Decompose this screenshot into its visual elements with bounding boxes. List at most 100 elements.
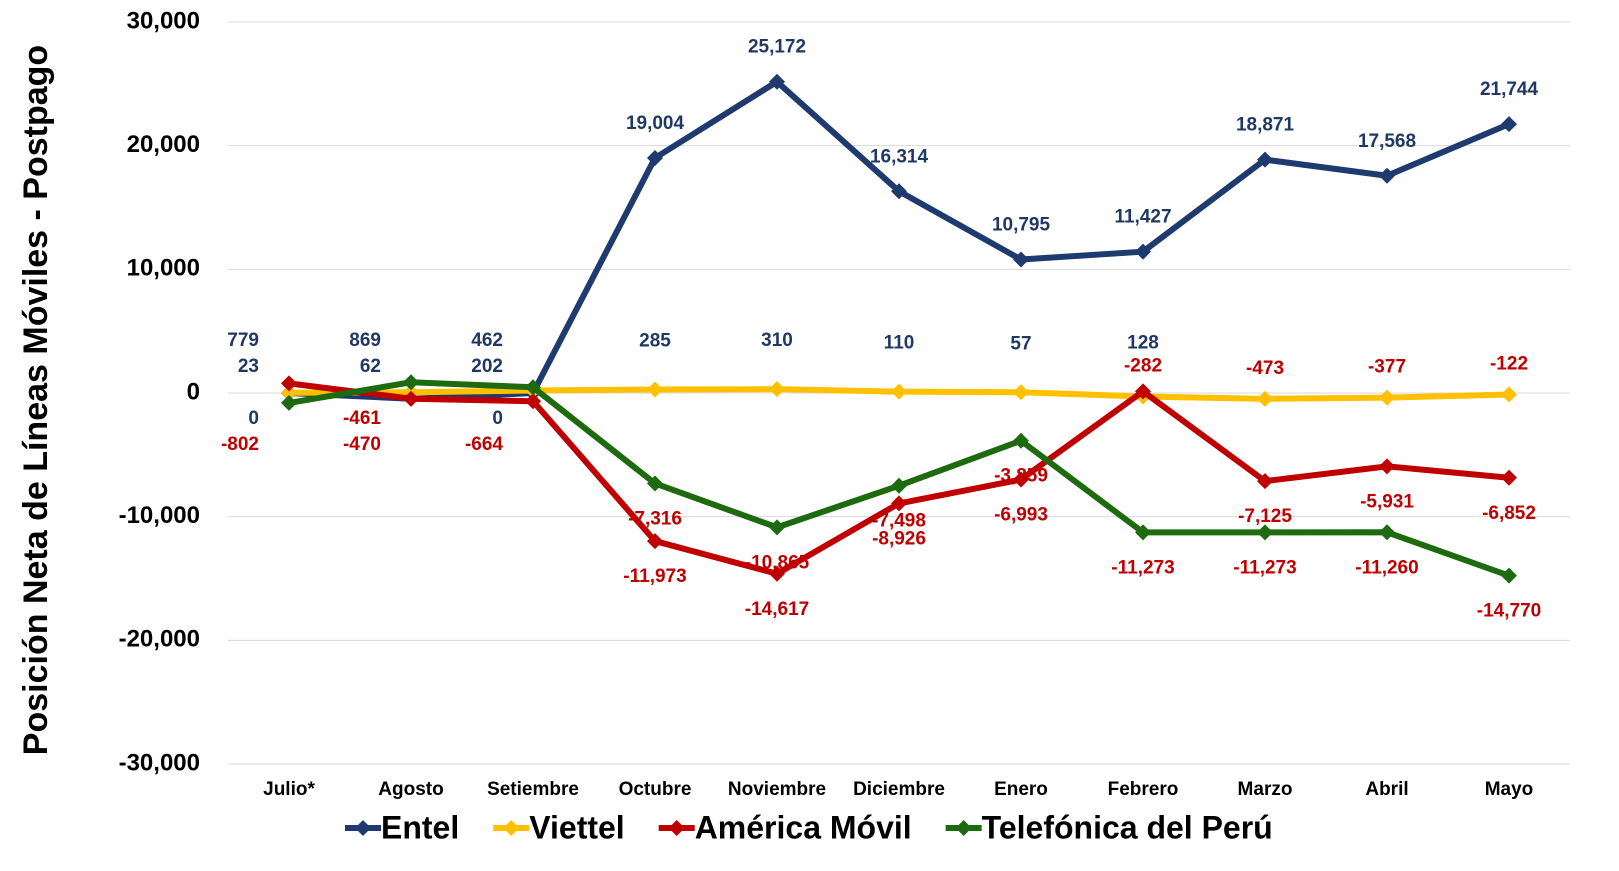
data-label: 110	[884, 333, 915, 354]
data-label: -14,617	[745, 599, 809, 620]
x-tick-label: Diciembre	[853, 779, 945, 800]
data-label: -802	[221, 434, 259, 455]
data-label: -122	[1490, 354, 1528, 375]
data-label: 310	[761, 330, 793, 351]
data-label: -7,316	[628, 508, 682, 529]
marker	[1379, 458, 1395, 475]
marker	[1135, 243, 1151, 260]
data-label: -6,993	[994, 504, 1048, 525]
marker	[1013, 471, 1029, 488]
x-tick-label: Abril	[1365, 779, 1408, 800]
data-label: 202	[471, 356, 503, 377]
y-tick-label: 30,000	[127, 7, 200, 34]
marker	[769, 381, 785, 398]
x-tick-label: Octubre	[619, 779, 692, 800]
marker	[891, 183, 907, 200]
marker	[525, 379, 541, 396]
data-label: 285	[639, 330, 671, 351]
data-label: -282	[1124, 356, 1162, 377]
marker	[1379, 524, 1395, 541]
marker	[769, 519, 785, 536]
marker	[1501, 469, 1517, 486]
x-tick-label: Noviembre	[728, 779, 826, 800]
marker	[1501, 567, 1517, 584]
data-label: -664	[465, 434, 503, 455]
data-label: -11,273	[1233, 557, 1296, 578]
data-label: -7,125	[1238, 506, 1292, 527]
data-label: 869	[349, 330, 381, 351]
marker	[403, 374, 419, 391]
data-label: 18,871	[1236, 115, 1295, 136]
marker	[891, 383, 907, 400]
marker	[1379, 167, 1395, 184]
marker	[891, 477, 907, 494]
data-label: 128	[1127, 332, 1159, 353]
marker	[1135, 383, 1151, 400]
data-label: -6,852	[1482, 503, 1536, 524]
marker	[891, 495, 907, 512]
legend-marker	[955, 820, 972, 836]
marker	[403, 390, 419, 407]
y-tick-label: -30,000	[119, 749, 200, 776]
marker	[281, 375, 297, 392]
marker	[1501, 386, 1517, 403]
marker	[647, 149, 663, 166]
data-label: -3,859	[994, 466, 1048, 487]
data-label: 25,172	[748, 37, 806, 58]
data-label: 10,795	[992, 215, 1051, 236]
data-label: -7,498	[872, 511, 926, 532]
data-label: -8,926	[872, 528, 926, 549]
data-label: 11,427	[1114, 207, 1171, 228]
marker	[1257, 473, 1273, 490]
data-label: 57	[1010, 333, 1031, 354]
y-tick-label: -20,000	[119, 626, 200, 653]
data-label: 19,004	[626, 113, 685, 134]
x-tick-label: Julio*	[263, 779, 315, 800]
marker	[1379, 389, 1395, 406]
y-axis-title: Posición Neta de Líneas Móviles - Postpa…	[17, 45, 55, 755]
legend-marker	[355, 820, 371, 836]
data-label: 23	[238, 356, 259, 377]
data-label: -10,865	[745, 552, 810, 573]
data-label: 0	[492, 408, 503, 429]
marker	[647, 533, 663, 550]
x-tick-label: Enero	[994, 779, 1048, 800]
legend-label: Entel	[381, 809, 459, 845]
y-tick-label: -10,000	[119, 502, 200, 529]
data-label: -11,973	[623, 566, 686, 587]
data-label: 462	[471, 330, 503, 351]
data-label: -461	[343, 408, 381, 429]
data-label: 62	[360, 356, 381, 377]
data-label: -5,931	[1360, 491, 1414, 512]
data-label: 0	[248, 408, 259, 429]
marker	[281, 384, 297, 401]
legend-label: Viettel	[529, 809, 624, 845]
legend-marker	[503, 820, 520, 836]
legend-label: Telefónica del Perú	[982, 809, 1273, 845]
marker	[1257, 151, 1273, 168]
marker	[769, 73, 785, 90]
marker	[281, 394, 297, 411]
y-tick-label: 20,000	[127, 131, 200, 158]
y-tick-label: 0	[187, 378, 200, 405]
data-label: -14,770	[1477, 601, 1541, 622]
x-tick-label: Marzo	[1238, 779, 1293, 800]
marker	[1257, 390, 1273, 407]
marker	[1257, 524, 1273, 541]
marker	[647, 475, 663, 492]
data-label: 21,744	[1480, 79, 1539, 100]
data-label: 16,314	[870, 146, 929, 167]
marker	[1013, 384, 1029, 401]
marker	[647, 381, 663, 398]
marker	[1013, 432, 1029, 449]
x-tick-label: Mayo	[1485, 779, 1534, 800]
data-label: 779	[227, 330, 259, 351]
legend-label: América Móvil	[695, 809, 912, 845]
x-tick-label: Setiembre	[487, 779, 579, 800]
marker	[769, 565, 785, 582]
data-label: -473	[1246, 358, 1284, 379]
data-label: -470	[343, 434, 381, 455]
marker	[1013, 251, 1029, 268]
